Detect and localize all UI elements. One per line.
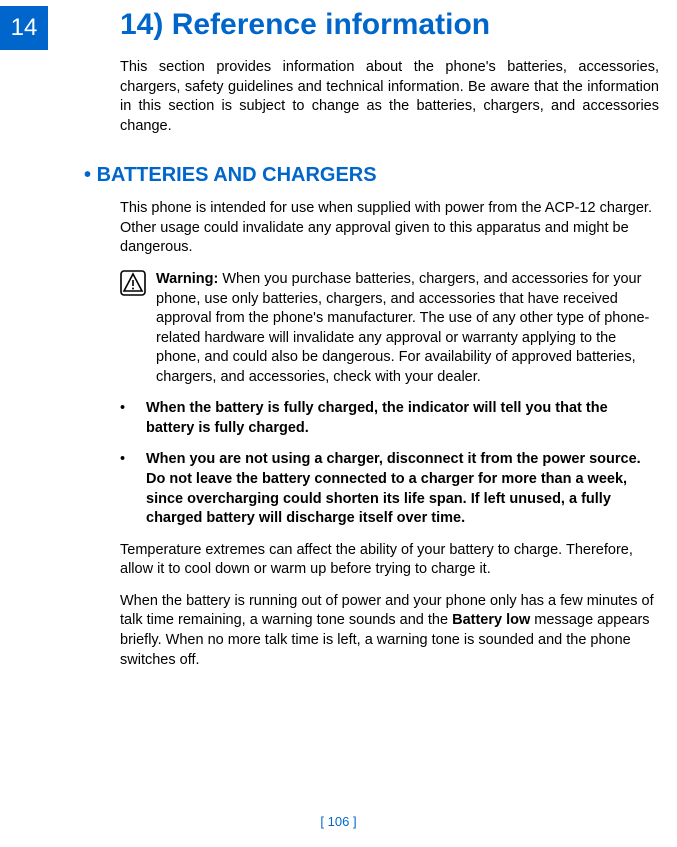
bullet-item: • When you are not using a charger, disc… — [120, 450, 659, 528]
intro-paragraph: This section provides information about … — [120, 58, 659, 136]
chapter-number: 14 — [11, 14, 38, 42]
bullet-text-2: When you are not using a charger, discon… — [146, 450, 659, 528]
warning-text: Warning: When you purchase batteries, ch… — [156, 270, 659, 387]
section-paragraph-1: This phone is intended for use when supp… — [120, 199, 659, 258]
section-heading: • BATTERIES AND CHARGERS — [84, 164, 659, 187]
bullet-marker: • — [120, 450, 146, 470]
p3-bold: Battery low — [452, 612, 530, 628]
chapter-tab: 14 — [0, 6, 48, 50]
warning-body: When you purchase batteries, chargers, a… — [156, 271, 649, 385]
section-heading-text: BATTERIES AND CHARGERS — [97, 164, 377, 186]
bullet-text-1: When the battery is fully charged, the i… — [146, 399, 659, 438]
warning-block: Warning: When you purchase batteries, ch… — [120, 270, 659, 387]
section-paragraph-3: When the battery is running out of power… — [120, 592, 659, 670]
bullet-item: • When the battery is fully charged, the… — [120, 399, 659, 438]
page-content: 14) Reference information This section p… — [60, 8, 659, 682]
section-bullet: • — [84, 164, 97, 186]
page-number: [ 106 ] — [0, 814, 677, 829]
warning-label: Warning: — [156, 271, 218, 287]
page-title: 14) Reference information — [120, 8, 659, 42]
warning-icon — [120, 270, 156, 296]
section-paragraph-2: Temperature extremes can affect the abil… — [120, 541, 659, 580]
bullet-marker: • — [120, 399, 146, 419]
